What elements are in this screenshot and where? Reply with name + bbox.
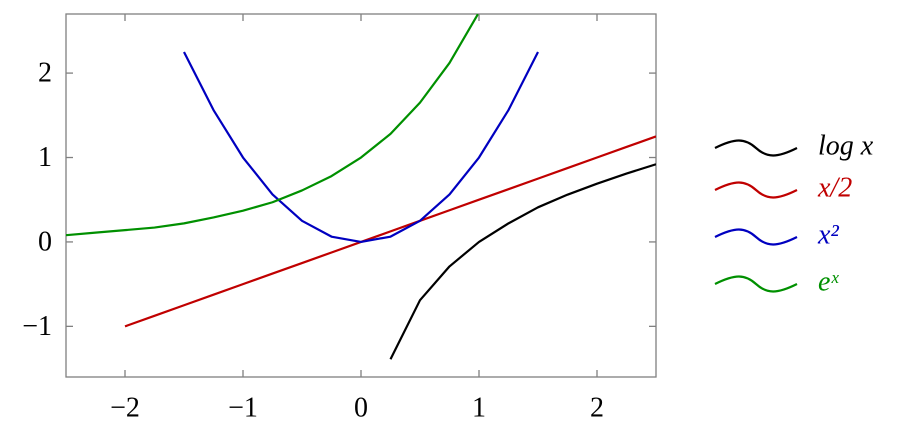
y-tick-label: 0 bbox=[38, 226, 52, 257]
plot-area bbox=[66, 14, 656, 360]
legend-swatch bbox=[714, 181, 798, 199]
legend-label: x² bbox=[817, 219, 839, 250]
y-tick-label: 1 bbox=[38, 142, 52, 173]
series-line bbox=[389, 163, 656, 360]
legend-label: x/2 bbox=[817, 172, 852, 203]
legend-label: eˣ bbox=[818, 266, 839, 297]
series-line bbox=[183, 51, 539, 244]
x-tick-label: 1 bbox=[472, 392, 486, 423]
x-tick-label: −2 bbox=[110, 392, 140, 423]
legend-swatch bbox=[714, 228, 798, 246]
x-tick-label: 0 bbox=[354, 392, 368, 423]
x-tick-label: −1 bbox=[228, 392, 258, 423]
y-tick-label: 2 bbox=[38, 58, 52, 89]
legend-swatch bbox=[714, 139, 798, 157]
series-line bbox=[66, 14, 480, 237]
legend-swatch bbox=[714, 275, 798, 293]
x-tick-label: 2 bbox=[590, 392, 604, 423]
legend-label: log x bbox=[818, 130, 874, 161]
series-line bbox=[124, 135, 656, 328]
y-tick-label: −1 bbox=[22, 311, 52, 342]
